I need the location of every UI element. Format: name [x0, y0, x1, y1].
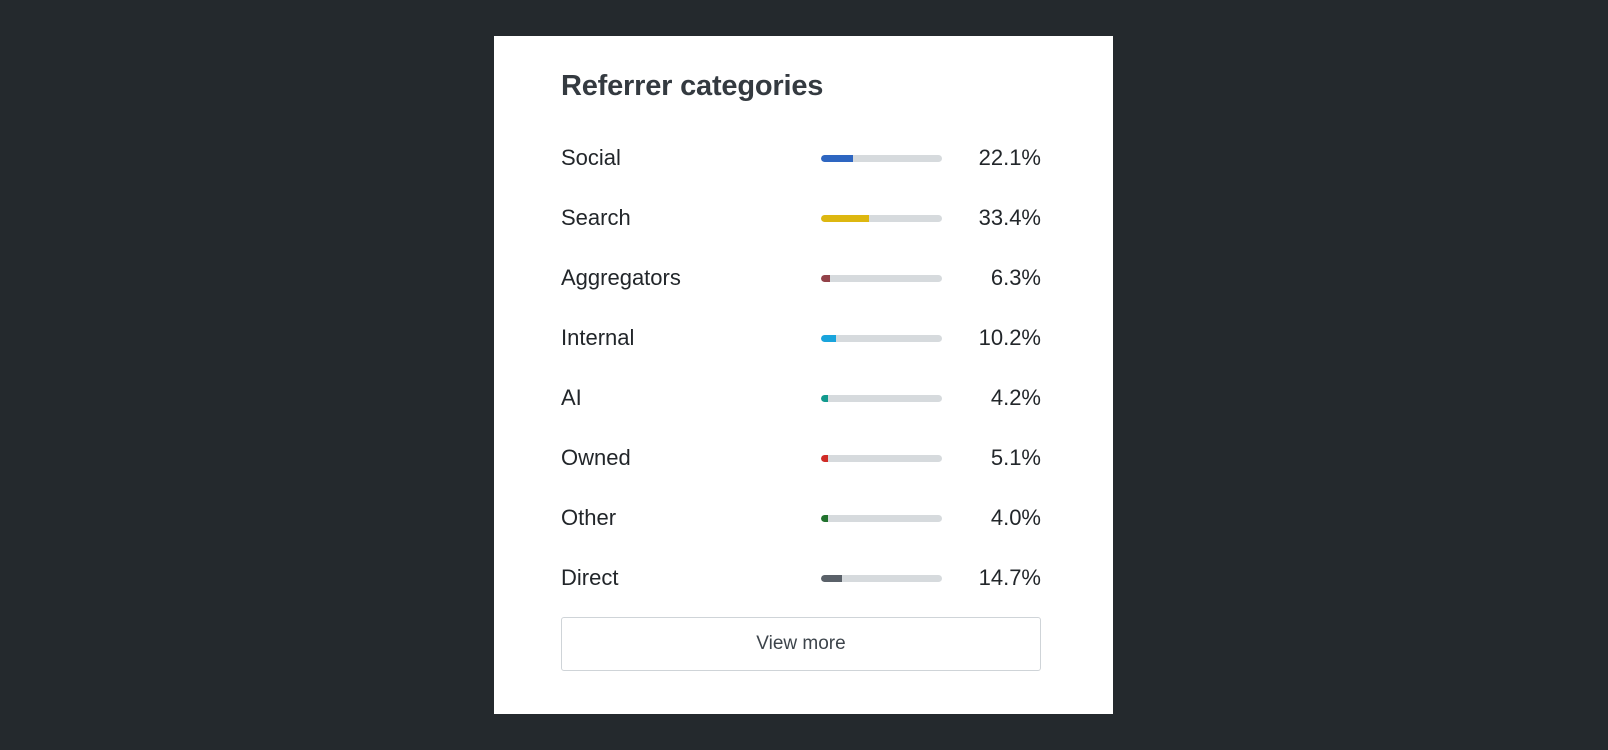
category-label: Direct	[561, 565, 619, 590]
list-item: AI 4.2%	[561, 368, 1041, 428]
share-bar	[821, 514, 942, 522]
share-bar	[821, 454, 942, 462]
share-bar-fill	[821, 574, 843, 582]
referrer-categories-card: Referrer categories Social 22.1% Search …	[494, 36, 1113, 714]
share-bar-fill	[821, 394, 829, 402]
category-label: AI	[561, 385, 582, 410]
list-item: Internal 10.2%	[561, 308, 1041, 368]
list-item: Social 22.1%	[561, 128, 1041, 188]
share-bar	[821, 394, 942, 402]
list-item: Other 4.0%	[561, 488, 1041, 548]
category-share: 14.7%	[978, 565, 1041, 590]
share-bar-fill	[821, 514, 829, 522]
view-more-button[interactable]: View more	[561, 617, 1041, 671]
category-share: 4.2%	[990, 385, 1041, 410]
category-label: Aggregators	[561, 265, 681, 290]
category-share: 33.4%	[978, 205, 1041, 230]
share-bar-fill	[821, 274, 831, 282]
category-share: 4.0%	[990, 505, 1041, 530]
category-label: Internal	[561, 325, 635, 350]
share-bar-fill	[821, 454, 829, 462]
list-item: Aggregators 6.3%	[561, 248, 1041, 308]
category-share: 22.1%	[978, 145, 1041, 170]
share-bar-fill	[821, 154, 854, 162]
card-title: Referrer categories	[561, 70, 824, 102]
list-item: Search 33.4%	[561, 188, 1041, 248]
share-bar-fill	[821, 334, 836, 342]
category-share: 5.1%	[990, 445, 1041, 470]
category-share: 10.2%	[978, 325, 1041, 350]
category-label: Owned	[561, 445, 631, 470]
category-label: Search	[561, 205, 631, 230]
referrer-category-list: Social 22.1% Search 33.4% Aggregators 6.…	[561, 128, 1041, 608]
share-bar	[821, 214, 942, 222]
category-label: Other	[561, 505, 617, 530]
share-bar	[821, 334, 942, 342]
share-bar	[821, 574, 942, 582]
share-bar	[821, 274, 942, 282]
list-item: Owned 5.1%	[561, 428, 1041, 488]
list-item: Direct 14.7%	[561, 548, 1041, 608]
category-share: 6.3%	[990, 265, 1041, 290]
category-label: Social	[561, 145, 621, 170]
share-bar	[821, 154, 942, 162]
share-bar-fill	[821, 214, 870, 222]
